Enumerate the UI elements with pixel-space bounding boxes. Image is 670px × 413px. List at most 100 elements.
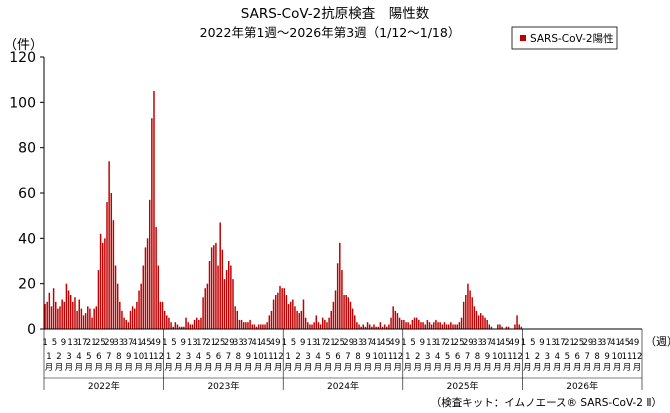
bar (409, 324, 412, 329)
bar (119, 301, 121, 329)
month-tick-label: 8 (475, 352, 480, 362)
month-tick-label: 7 (226, 352, 231, 362)
week-tick-label: 33 (472, 338, 483, 348)
bar (514, 324, 516, 329)
week-tick-label: 9 (61, 338, 66, 348)
bar (210, 247, 213, 329)
bar (260, 324, 262, 329)
bar (142, 265, 145, 329)
bar (307, 322, 309, 329)
bar (484, 317, 486, 329)
bar (195, 317, 198, 329)
bar (351, 308, 354, 329)
bar (341, 270, 343, 329)
bar (315, 315, 318, 329)
bar (396, 313, 399, 329)
bar (516, 315, 518, 329)
bar (435, 319, 437, 329)
month-tick-label: 10 (133, 352, 144, 362)
bar (454, 324, 456, 329)
bar (328, 317, 330, 329)
bar (309, 324, 311, 329)
month-unit-label: 月 (324, 363, 333, 373)
week-tick-label: 41 (132, 338, 143, 348)
month-unit-label: 月 (344, 363, 353, 373)
bar (84, 313, 87, 329)
bar (467, 283, 469, 329)
week-tick-label: 13 (426, 338, 437, 348)
month-tick-label: 11 (502, 352, 513, 362)
month-tick-label: 4 (315, 352, 320, 362)
bar (262, 324, 264, 329)
bar (181, 326, 183, 329)
bar (347, 297, 350, 329)
bar (198, 319, 200, 329)
bar (174, 322, 177, 329)
bar (268, 315, 271, 329)
week-tick-label: 37 (481, 338, 492, 348)
bar (518, 324, 520, 329)
month-tick-label: 12 (632, 352, 643, 362)
bar (215, 242, 217, 329)
month-unit-label: 月 (174, 363, 183, 373)
month-tick-label: 1 (285, 352, 290, 362)
month-tick-label: 5 (445, 352, 450, 362)
week-tick-label: 17 (77, 338, 88, 348)
week-tick-label: 29 (224, 338, 235, 348)
month-unit-label: 月 (65, 363, 74, 373)
month-tick-label: 8 (116, 352, 121, 362)
month-unit-label: 月 (284, 363, 293, 373)
bar (501, 326, 503, 329)
week-tick-label: 33 (113, 338, 124, 348)
bar (321, 317, 324, 329)
month-unit-label: 月 (493, 363, 502, 373)
bar (253, 324, 256, 329)
bar (219, 222, 221, 329)
month-unit-label: 月 (254, 363, 263, 373)
week-tick-label: 17 (435, 338, 446, 348)
bar (437, 322, 439, 329)
week-tick-label: 45 (260, 338, 271, 348)
month-unit-label: 月 (364, 363, 373, 373)
bar (439, 322, 441, 329)
bar (230, 265, 232, 329)
y-tick-label: 120 (9, 50, 36, 66)
month-unit-label: 月 (523, 363, 532, 373)
month-unit-label: 月 (433, 363, 442, 373)
month-unit-label: 月 (563, 363, 572, 373)
bar (238, 319, 241, 329)
bar (95, 306, 98, 329)
bar (287, 304, 290, 329)
month-tick-label: 9 (604, 352, 609, 362)
month-unit-label: 月 (623, 363, 632, 373)
bar (225, 270, 228, 329)
month-unit-label: 月 (533, 363, 542, 373)
bar (50, 306, 53, 329)
week-tick-label: 33 (592, 338, 603, 348)
week-tick-label: 21 (205, 338, 216, 348)
bar (57, 308, 59, 329)
bar (168, 317, 170, 329)
bar (166, 315, 168, 329)
month-tick-label: 1 (46, 352, 51, 362)
bar (317, 322, 320, 329)
bar (462, 301, 465, 329)
bar (69, 295, 72, 329)
month-tick-label: 11 (143, 352, 154, 362)
bar (465, 295, 467, 329)
bar (178, 326, 181, 329)
bar (67, 290, 70, 329)
bar (292, 299, 294, 329)
month-tick-label: 12 (273, 352, 284, 362)
month-unit-label: 月 (244, 363, 253, 373)
month-tick-label: 7 (345, 352, 350, 362)
y-axis: 0 20 40 60 80 100 120 (9, 50, 45, 338)
month-tick-label: 1 (166, 352, 171, 362)
bar (339, 242, 341, 329)
month-unit-label: 月 (304, 363, 313, 373)
bar (411, 319, 414, 329)
bar (330, 310, 332, 329)
bar (193, 319, 196, 329)
month-tick-label: 9 (365, 352, 370, 362)
bar (400, 319, 403, 329)
